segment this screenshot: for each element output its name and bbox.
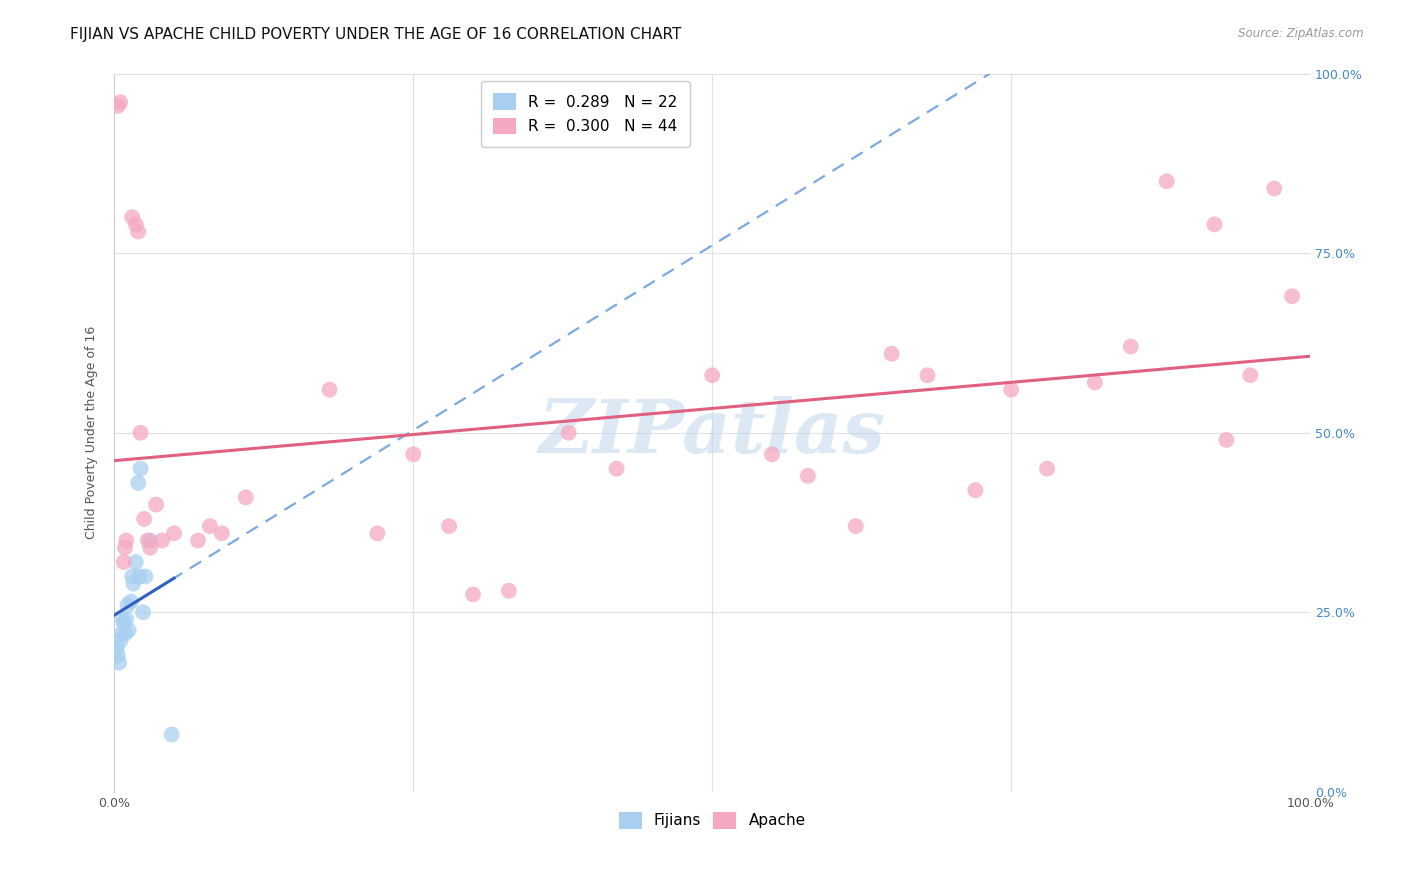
Point xyxy=(115,533,138,548)
Point xyxy=(132,605,155,619)
Point xyxy=(880,347,903,361)
Point xyxy=(235,491,257,505)
Point xyxy=(1084,376,1107,390)
Point xyxy=(318,383,340,397)
Point xyxy=(606,461,628,475)
Point xyxy=(108,656,131,670)
Y-axis label: Child Poverty Under the Age of 16: Child Poverty Under the Age of 16 xyxy=(86,326,98,540)
Point xyxy=(160,727,183,741)
Legend: Fijians, Apache: Fijians, Apache xyxy=(613,805,811,835)
Point xyxy=(121,569,143,583)
Text: ZIPatlas: ZIPatlas xyxy=(538,396,886,469)
Point xyxy=(127,476,149,491)
Text: FIJIAN VS APACHE CHILD POVERTY UNDER THE AGE OF 16 CORRELATION CHART: FIJIAN VS APACHE CHILD POVERTY UNDER THE… xyxy=(70,27,682,42)
Point xyxy=(437,519,460,533)
Point xyxy=(1281,289,1303,303)
Point xyxy=(117,598,139,612)
Point xyxy=(122,576,145,591)
Point xyxy=(125,218,148,232)
Point xyxy=(366,526,388,541)
Point xyxy=(134,569,156,583)
Point xyxy=(114,541,136,555)
Point xyxy=(702,368,724,383)
Point xyxy=(105,641,128,656)
Point xyxy=(125,555,148,569)
Point xyxy=(1036,461,1059,475)
Point xyxy=(1204,218,1226,232)
Point xyxy=(139,533,162,548)
Point xyxy=(110,634,132,648)
Point xyxy=(917,368,939,383)
Point xyxy=(187,533,209,548)
Point xyxy=(1239,368,1261,383)
Point xyxy=(110,627,132,641)
Point xyxy=(136,533,159,548)
Point xyxy=(139,541,162,555)
Point xyxy=(107,99,129,113)
Point xyxy=(797,468,820,483)
Point xyxy=(211,526,233,541)
Point xyxy=(1263,181,1285,195)
Point xyxy=(402,447,425,461)
Point xyxy=(163,526,186,541)
Point xyxy=(150,533,173,548)
Point xyxy=(845,519,868,533)
Point xyxy=(134,512,156,526)
Point xyxy=(111,613,134,627)
Point xyxy=(114,627,136,641)
Point xyxy=(110,95,132,110)
Text: Source: ZipAtlas.com: Source: ZipAtlas.com xyxy=(1239,27,1364,40)
Point xyxy=(1000,383,1022,397)
Point xyxy=(1119,339,1142,353)
Point xyxy=(461,587,484,601)
Point xyxy=(112,555,135,569)
Point xyxy=(117,624,139,638)
Point xyxy=(121,211,143,225)
Point xyxy=(761,447,783,461)
Point xyxy=(498,583,520,598)
Point xyxy=(129,425,152,440)
Point xyxy=(112,616,135,631)
Point xyxy=(128,569,150,583)
Point xyxy=(557,425,579,440)
Point xyxy=(120,594,142,608)
Point xyxy=(1215,433,1237,447)
Point xyxy=(1156,174,1178,188)
Point xyxy=(107,648,129,663)
Point xyxy=(129,461,152,475)
Point xyxy=(127,225,149,239)
Point xyxy=(115,613,138,627)
Point xyxy=(965,483,987,498)
Point xyxy=(145,498,167,512)
Point xyxy=(198,519,221,533)
